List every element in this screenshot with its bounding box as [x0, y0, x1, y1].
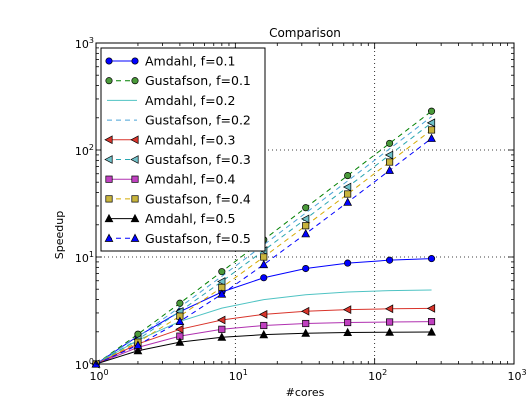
legend-label: Gustafson, f=0.2 — [145, 113, 251, 128]
x-tick-label: 101 — [229, 368, 248, 383]
legend-marker — [104, 213, 114, 223]
data-point-series-6 — [342, 182, 352, 192]
y-tick-label: 100 — [75, 357, 94, 372]
data-point-series-9 — [427, 327, 436, 336]
legend: Amdahl, f=0.1 Gustafson, f=0.1 Amdahl, f=0… — [100, 47, 266, 252]
legend-label: Amdahl, f=0.3 — [145, 132, 235, 147]
data-point-series-7 — [386, 318, 394, 326]
data-point-series-8 — [427, 126, 436, 134]
x-tick-label: 103 — [507, 368, 526, 383]
data-point-series-2 — [427, 107, 436, 115]
legend-label: Amdahl, f=0.1 — [145, 54, 235, 69]
data-point-series-9 — [343, 327, 353, 337]
data-point-series-10 — [175, 316, 185, 325]
legend-marker — [131, 77, 139, 85]
data-point-series-7 — [218, 325, 226, 333]
data-point-series-9 — [259, 329, 269, 339]
data-point-series-5 — [175, 324, 184, 334]
legend-label: Gustafson, f=0.1 — [145, 73, 251, 88]
legend-marker — [130, 135, 139, 145]
legend-box — [100, 47, 266, 252]
data-point-series-7 — [427, 318, 436, 326]
series-markers — [91, 107, 436, 369]
data-point-series-5 — [259, 309, 268, 319]
legend-marker — [104, 155, 113, 164]
data-point-series-6 — [217, 277, 226, 286]
legend-label: Amdahl, f=0.2 — [145, 93, 235, 108]
legend-marker — [131, 175, 139, 183]
data-point-series-2 — [302, 204, 310, 212]
data-point-series-7 — [302, 319, 310, 328]
data-point-series-8 — [302, 222, 310, 230]
x-tick-label: 102 — [368, 368, 387, 383]
series-line-4 — [95, 116, 432, 365]
data-point-series-6 — [426, 118, 436, 128]
data-point-series-5 — [384, 304, 394, 314]
data-point-series-1 — [260, 274, 268, 282]
x-axis-label: #cores — [286, 386, 325, 399]
data-point-series-7 — [344, 318, 352, 327]
legend-marker — [105, 175, 113, 183]
data-point-series-6 — [300, 214, 310, 224]
data-point-series-10 — [301, 228, 311, 238]
data-point-series-10 — [217, 289, 227, 298]
data-point-series-10 — [343, 197, 353, 206]
legend-label: Gustafson, f=0.4 — [145, 191, 251, 206]
data-point-series-5 — [342, 305, 352, 315]
y-tick-label: 102 — [75, 143, 94, 158]
data-point-series-7 — [260, 321, 268, 330]
chart-title: Comparison — [269, 26, 341, 40]
series-line-10 — [95, 137, 432, 365]
plot-frame — [95, 42, 515, 365]
data-point-series-1 — [344, 259, 352, 267]
x-tick-label: 100 — [89, 368, 108, 383]
axis-tick-labels: 100 101 102 103 100 101 102 103 — [75, 36, 527, 383]
legend-label: Gustafson, f=0.5 — [145, 231, 251, 246]
data-point-series-5 — [217, 315, 226, 325]
legend-marker — [105, 195, 113, 203]
data-point-series-10 — [133, 340, 143, 349]
data-point-series-1 — [427, 255, 436, 263]
legend-marker — [105, 77, 113, 85]
data-point-series-9 — [217, 332, 227, 341]
data-point-series-5 — [426, 303, 436, 313]
data-point-series-2 — [176, 299, 184, 307]
data-point-series-1 — [302, 264, 310, 273]
legend-marker — [104, 233, 114, 242]
legend-marker — [105, 57, 113, 65]
data-point-series-8 — [260, 253, 268, 261]
y-axis-label: Speedup — [53, 211, 66, 259]
legend-label: Amdahl, f=0.4 — [145, 172, 235, 187]
legend-marker — [130, 233, 140, 242]
y-tick-label: 103 — [75, 36, 94, 51]
data-point-series-6 — [384, 150, 394, 160]
legend-marker — [131, 195, 139, 203]
legend-marker — [130, 155, 139, 164]
data-point-series-2 — [344, 172, 352, 180]
data-point-series-10 — [385, 165, 394, 174]
legend-marker — [104, 135, 113, 145]
data-point-series-2 — [386, 139, 394, 147]
y-tick-label: 101 — [75, 250, 94, 265]
data-point-series-9 — [133, 345, 143, 355]
data-point-series-8 — [344, 190, 352, 198]
axis-ticks — [95, 42, 515, 365]
data-point-series-10 — [427, 133, 436, 142]
data-point-series-8 — [386, 158, 394, 166]
data-point-series-5 — [300, 306, 310, 316]
data-point-series-9 — [175, 337, 185, 346]
data-point-series-2 — [218, 268, 226, 276]
legend-label: Amdahl, f=0.5 — [145, 211, 235, 226]
legend-label: Gustafson, f=0.3 — [145, 152, 251, 167]
legend-marker — [130, 213, 140, 223]
data-point-series-10 — [259, 259, 269, 269]
legend-marker — [131, 57, 139, 65]
data-point-series-9 — [301, 328, 311, 337]
data-point-series-1 — [386, 256, 394, 264]
data-point-series-9 — [385, 327, 394, 336]
